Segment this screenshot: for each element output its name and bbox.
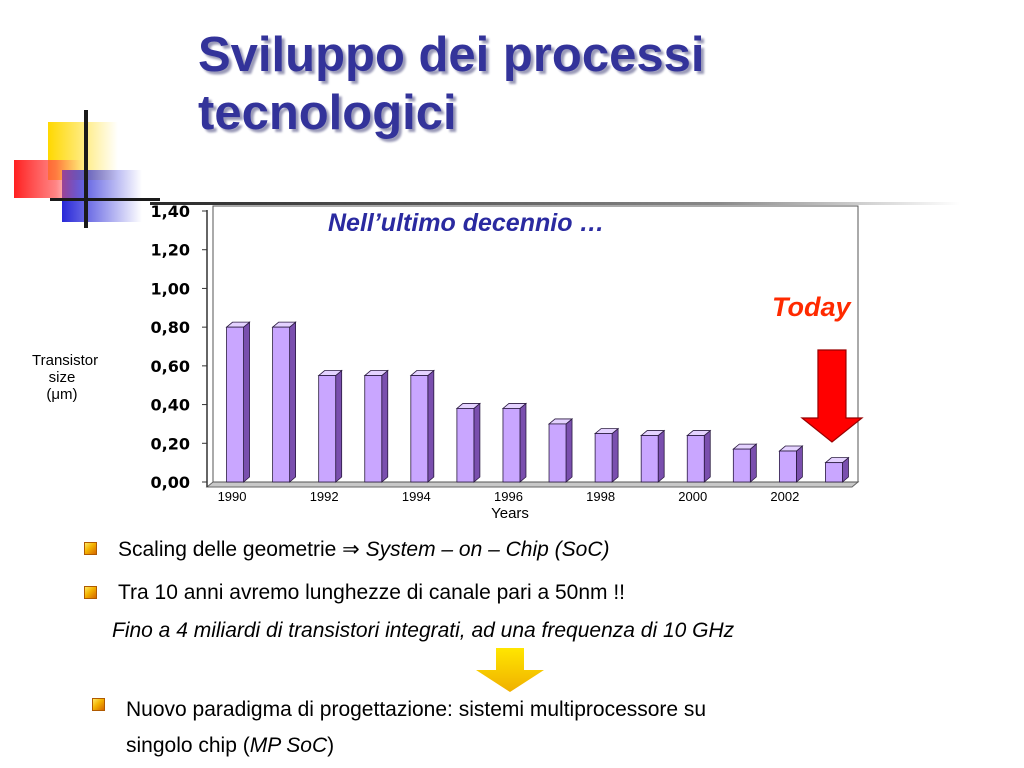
bullet-3-italic: MP SoC	[249, 734, 328, 757]
bar	[686, 435, 705, 483]
bullet-2-text: Tra 10 anni avremo lunghezze di canale p…	[118, 581, 626, 604]
title-line-2: tecnologici	[198, 86, 457, 140]
title-underline	[150, 202, 960, 205]
bar-side	[795, 445, 803, 483]
chart-floor	[205, 481, 860, 488]
bar-side	[335, 369, 343, 483]
bar-side	[427, 369, 435, 483]
y-tick-label: 1,20	[151, 241, 190, 260]
bullet-1-plain: Scaling delle geometrie ⇒	[118, 538, 366, 561]
x-tick-label: 1994	[402, 489, 431, 504]
bar	[226, 326, 244, 483]
y-tick-label: 0,40	[151, 396, 190, 415]
bullet-3-line-2: singolo chip (MP SoC)	[126, 728, 706, 764]
y-axis-label: Transistor size (μm)	[32, 352, 99, 403]
bullet-2-italic: Fino a 4 miliardi di transistori integra…	[112, 619, 735, 642]
bullet-3-text: Nuovo paradigma di progettazione: sistem…	[126, 692, 706, 764]
y-axis-label-line-1: Transistor	[32, 352, 99, 369]
bar-side	[565, 418, 573, 483]
bar-side	[243, 321, 250, 483]
bar-side	[381, 369, 389, 483]
bar-side	[611, 427, 619, 483]
bar	[778, 450, 797, 483]
decorative-squares	[14, 110, 160, 228]
bullet-3-line-1: Nuovo paradigma di progettazione: sistem…	[126, 698, 707, 721]
bullet-2-subtext: Fino a 4 miliardi di transistori integra…	[112, 618, 734, 643]
chart-title: Nell’ultimo decennio …	[328, 209, 605, 237]
bullet-icon	[84, 586, 97, 599]
slide-title: Sviluppo dei processi tecnologici	[198, 26, 704, 142]
y-tick-label: 0,80	[151, 318, 190, 337]
bar	[548, 423, 567, 483]
plot-area-frame	[212, 205, 859, 483]
bullet-icon	[92, 698, 105, 711]
x-axis-label: Years	[491, 505, 529, 522]
x-tick-label: 1990	[218, 489, 247, 504]
x-tick-label: 2000	[678, 489, 707, 504]
today-arrow-icon	[800, 349, 864, 443]
y-tick-label: 0,00	[151, 473, 190, 492]
bullet-3-prefix: singolo chip (	[126, 734, 250, 757]
x-tick-label: 1998	[586, 489, 615, 504]
bar	[318, 375, 337, 483]
bar	[456, 408, 475, 483]
bar	[594, 433, 613, 483]
x-tick-label: 1996	[494, 489, 523, 504]
x-tick-label: 1992	[310, 489, 339, 504]
down-arrow-icon	[476, 648, 544, 692]
bar	[502, 408, 521, 483]
today-annotation: Today	[772, 292, 851, 322]
title-line-1: Sviluppo dei processi	[198, 28, 705, 82]
x-tick-label: 2002	[770, 489, 799, 504]
bar-side	[473, 402, 481, 483]
bar	[825, 462, 843, 483]
bullet-icon	[84, 542, 97, 555]
bar	[272, 326, 291, 483]
bar	[410, 375, 429, 483]
y-tick-label: 1,00	[151, 279, 190, 298]
bar	[364, 375, 383, 483]
bar-side	[749, 443, 757, 483]
bar-side	[657, 429, 665, 483]
y-axis-label-line-2: size (μm)	[46, 369, 78, 403]
y-tick-label: 1,40	[151, 202, 190, 221]
y-tick-label: 0,20	[151, 434, 190, 453]
bar	[732, 448, 751, 483]
bullet-1-text: Scaling delle geometrie ⇒ System – on – …	[118, 537, 610, 562]
y-tick-label: 0,60	[151, 357, 190, 376]
bullet-3-suffix: )	[327, 734, 335, 757]
bar-side	[519, 402, 527, 483]
bar	[640, 435, 659, 483]
bar-side	[289, 321, 297, 483]
bar-side	[703, 429, 711, 483]
bullet-1-italic: System – on – Chip (SoC)	[365, 538, 610, 561]
